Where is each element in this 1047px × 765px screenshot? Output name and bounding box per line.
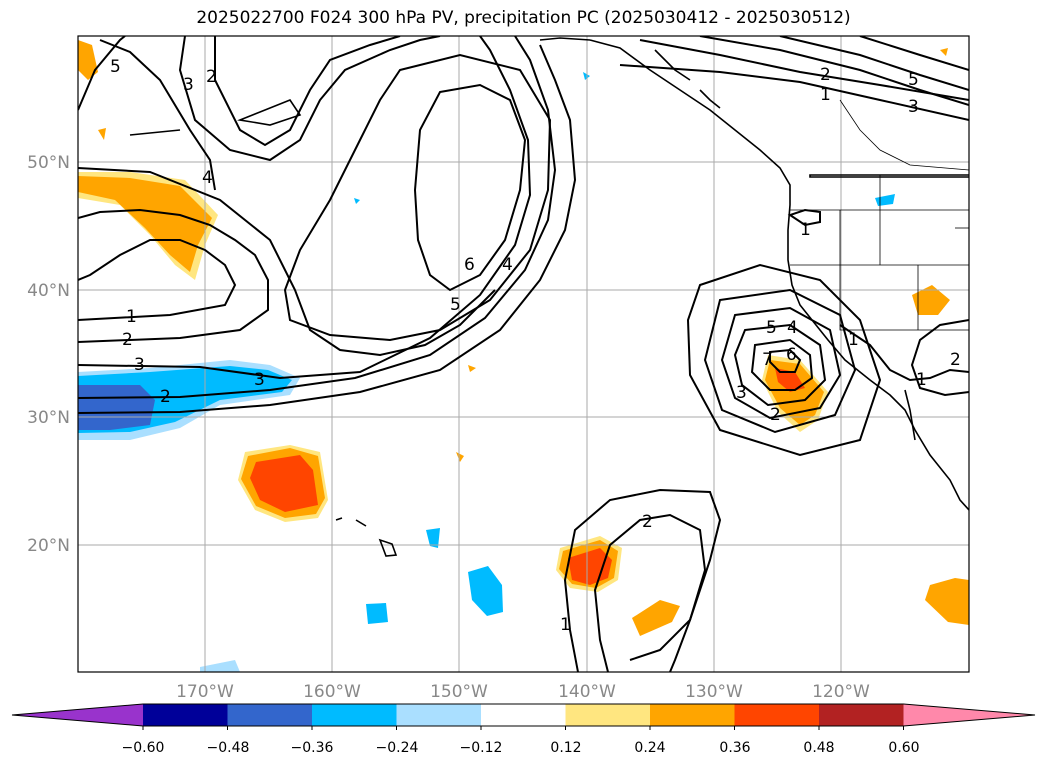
colorbar-tick-label: 0.12: [550, 740, 581, 756]
precip-negative-area: [426, 528, 440, 548]
precip-positive-area: [940, 48, 948, 56]
colorbar-bin: [734, 704, 820, 726]
contour-label: 5: [908, 70, 919, 90]
lon-tick-label: 140°W: [558, 682, 616, 702]
contour-label: 3: [134, 355, 145, 375]
longitude-labels: 170°W 160°W 150°W 140°W 130°W 120°W: [176, 682, 870, 702]
colorbar-tick-label: 0.48: [803, 740, 834, 756]
contour-label: 1: [848, 330, 859, 350]
precip-negative-area: [78, 385, 155, 430]
colorbar-bin: [819, 704, 904, 726]
contour-label: 1: [820, 85, 831, 105]
colorbar-tick-label: 0.24: [634, 740, 665, 756]
contour-label: 4: [202, 168, 213, 188]
colorbar-tick-label: 0.36: [719, 740, 750, 756]
precip-positive-area: [912, 285, 950, 315]
contour-label: 3: [254, 370, 265, 390]
lat-tick-label: 40°N: [27, 281, 70, 301]
contour-label: 5: [110, 57, 121, 77]
contour-label: 2: [160, 387, 171, 407]
precip-negative-area: [468, 566, 503, 616]
latitude-labels: 50°N 40°N 30°N 20°N: [27, 153, 70, 556]
precip-positive-area: [78, 176, 212, 272]
contour-label: 1: [916, 370, 927, 390]
contour-label: 3: [736, 383, 747, 403]
colorbar-bin: [227, 704, 313, 726]
precip-positive-area: [632, 600, 680, 636]
precip-positive-area: [98, 128, 106, 140]
lon-tick-label: 120°W: [812, 682, 870, 702]
pv-contours: [78, 36, 969, 672]
contour-label: 1: [560, 615, 571, 635]
colorbar-extend-min: [12, 704, 143, 726]
precip-positive-area: [456, 452, 464, 462]
precipitation-shading: [78, 40, 969, 672]
lon-tick-label: 150°W: [430, 682, 488, 702]
lat-tick-label: 30°N: [27, 408, 70, 428]
contour-label: 6: [464, 255, 475, 275]
colorbar-bin: [481, 704, 566, 726]
contour-label: 1: [126, 307, 137, 327]
precip-negative-area: [200, 660, 240, 672]
contour-label: 2: [770, 405, 781, 425]
contour-label: 2: [642, 512, 653, 532]
colorbar-bin: [650, 704, 735, 726]
colorbar-bin: [396, 704, 482, 726]
contour-label: 2: [206, 67, 217, 87]
colorbar-tick-label: −0.48: [207, 740, 250, 756]
lat-tick-label: 50°N: [27, 153, 70, 173]
contour-label: 2: [122, 330, 133, 350]
lon-tick-label: 130°W: [685, 682, 743, 702]
contour-label: 1: [800, 220, 811, 240]
boundaries: [790, 99, 969, 331]
plot-title: 2025022700 F024 300 hPa PV, precipitatio…: [196, 8, 851, 28]
contour-labels: 5 3 2 4 1 2 3 6 5 4 2 1 5 3 5 4 6 7 3 2 …: [110, 57, 961, 635]
colorbar-bin: [143, 704, 228, 726]
lon-tick-label: 170°W: [176, 682, 234, 702]
precip-positive-area: [78, 40, 98, 80]
precip-negative-area: [354, 198, 360, 204]
colorbar-tick-label: −0.36: [291, 740, 334, 756]
colorbar-tick-label: −0.24: [376, 740, 419, 756]
lon-tick-label: 160°W: [303, 682, 361, 702]
contour-label: 2: [820, 65, 831, 85]
colorbar-extend-max: [903, 704, 1035, 726]
lat-tick-label: 20°N: [27, 536, 70, 556]
map-frame: [77, 35, 970, 673]
colorbar-bin: [565, 704, 651, 726]
contour-label: 2: [950, 350, 961, 370]
precip-negative-area: [366, 603, 388, 624]
contour-label: 5: [766, 318, 777, 338]
precip-positive-area: [925, 578, 969, 625]
contour-label: 3: [183, 75, 194, 95]
colorbar-tick-label: 0.60: [888, 740, 919, 756]
contour-label: 4: [787, 318, 798, 338]
contour-label: 5: [450, 295, 461, 315]
colorbar-bin: [312, 704, 397, 726]
precip-positive-area: [250, 455, 318, 512]
contour-label: 3: [908, 97, 919, 117]
colorbar-tick-label: −0.60: [122, 740, 165, 756]
colorbar: [11, 703, 1036, 730]
contour-label: 4: [502, 255, 513, 275]
colorbar-tick-label: −0.12: [460, 740, 503, 756]
precip-positive-area: [775, 368, 805, 392]
contour-label: 6: [786, 345, 797, 365]
colorbar-tick-labels: −0.60 −0.48 −0.36 −0.24 −0.12 0.12 0.24 …: [122, 740, 920, 756]
contour-label: 7: [762, 350, 773, 370]
precip-positive-area: [568, 548, 612, 585]
precip-positive-area: [468, 365, 476, 372]
